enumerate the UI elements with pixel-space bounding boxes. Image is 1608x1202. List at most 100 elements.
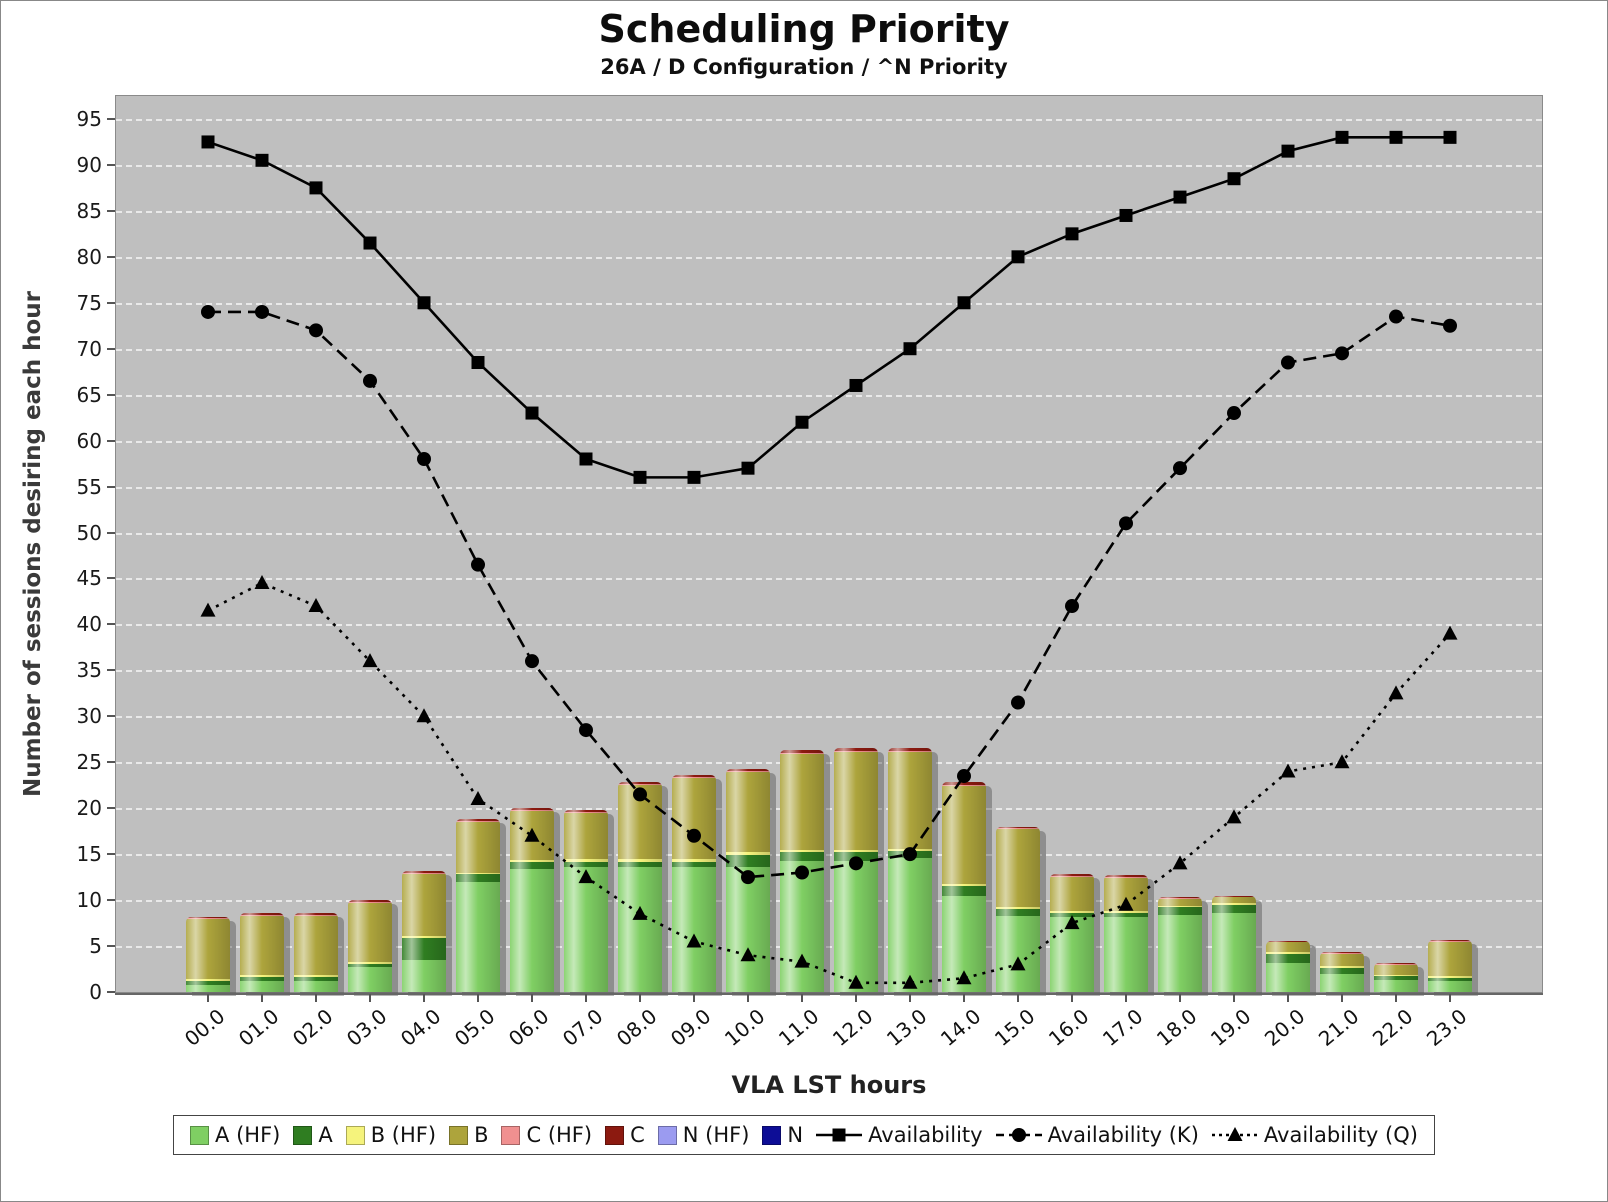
legend-line-sample xyxy=(816,1128,863,1142)
y-tick-mark xyxy=(107,209,115,212)
gridline xyxy=(116,900,1542,903)
x-tick-mark xyxy=(1071,994,1073,1002)
legend-line-sample xyxy=(1211,1127,1258,1141)
legend-label: Availability (Q) xyxy=(1263,1123,1418,1147)
legend-swatch xyxy=(501,1125,521,1145)
x-axis-title: VLA LST hours xyxy=(731,1071,927,1099)
legend-swatch xyxy=(762,1125,782,1145)
x-tick-mark xyxy=(261,994,263,1002)
x-tick-mark xyxy=(531,994,533,1002)
square-marker xyxy=(795,415,809,429)
y-tick-mark xyxy=(107,623,115,626)
legend-item-n-hf: N (HF) xyxy=(657,1123,750,1147)
triangle-marker xyxy=(1172,855,1188,870)
y-tick-mark xyxy=(107,531,115,534)
circle-marker xyxy=(201,304,215,319)
square-marker xyxy=(471,356,485,370)
y-tick-mark xyxy=(107,393,115,396)
triangle-marker xyxy=(902,974,918,989)
circle-marker xyxy=(1443,318,1457,333)
y-tick-label: 95 xyxy=(76,106,102,131)
x-tick-mark xyxy=(1395,994,1397,1002)
triangle-marker xyxy=(578,869,594,884)
y-tick-mark xyxy=(107,991,115,993)
y-tick-label: 75 xyxy=(76,290,102,315)
triangle-marker xyxy=(1064,915,1080,930)
y-tick-label: 35 xyxy=(76,658,102,683)
circle-marker xyxy=(1065,599,1079,614)
legend: A (HF) A B (HF) B C (HF) C N (HF) N Availability… xyxy=(1,1115,1607,1155)
legend-label: N (HF) xyxy=(682,1123,750,1147)
legend-swatch xyxy=(190,1125,210,1145)
y-tick-label: 45 xyxy=(76,566,102,591)
circle-marker xyxy=(1281,355,1295,370)
circle-marker xyxy=(1173,461,1187,476)
x-tick-mark xyxy=(369,994,371,1002)
square-marker xyxy=(1443,130,1457,144)
legend-box: A (HF) A B (HF) B C (HF) C N (HF) N Availability… xyxy=(173,1115,1435,1155)
legend-item-availability: Availability xyxy=(816,1123,983,1147)
triangle-marker xyxy=(470,791,486,806)
triangle-marker xyxy=(848,974,864,989)
circle-marker xyxy=(849,856,863,871)
triangle-marker xyxy=(200,602,216,617)
gridline xyxy=(116,486,1542,489)
gridline xyxy=(116,854,1542,857)
y-tick-label: 10 xyxy=(76,888,102,913)
triangle-marker xyxy=(1118,896,1134,911)
legend-label: Availability (K) xyxy=(1047,1123,1199,1147)
gridline xyxy=(116,118,1542,121)
triangle-marker xyxy=(1334,754,1350,769)
availability-q-line xyxy=(207,581,1451,985)
square-marker xyxy=(1173,190,1187,204)
square-marker xyxy=(1065,227,1079,241)
triangle-marker xyxy=(794,953,810,968)
x-tick-mark xyxy=(639,994,641,1002)
x-tick-mark xyxy=(747,994,749,1002)
legend-label: B (HF) xyxy=(370,1123,437,1147)
gridline xyxy=(116,302,1542,305)
square-marker xyxy=(1335,130,1349,144)
x-tick-mark xyxy=(315,994,317,1002)
legend-swatch xyxy=(345,1125,365,1145)
square-marker xyxy=(1119,208,1133,222)
square-marker xyxy=(201,135,215,149)
x-tick-mark xyxy=(1125,994,1127,1002)
chart-subtitle: 26A / D Configuration / ^N Priority xyxy=(600,55,1008,79)
legend-swatch xyxy=(449,1125,469,1145)
triangle-marker xyxy=(416,708,432,723)
y-tick-label: 70 xyxy=(76,336,102,361)
legend-item-a: A xyxy=(293,1123,333,1147)
y-tick-label: 5 xyxy=(89,934,102,959)
gridline xyxy=(116,624,1542,627)
gridline xyxy=(116,946,1542,949)
triangle-marker xyxy=(524,827,540,842)
circle-marker xyxy=(1227,406,1241,421)
square-marker xyxy=(957,296,971,310)
gridline xyxy=(116,440,1542,443)
circle-marker xyxy=(1119,516,1133,531)
square-marker xyxy=(525,406,539,420)
x-tick-mark xyxy=(477,994,479,1002)
x-tick-mark xyxy=(855,994,857,1002)
gridline xyxy=(116,808,1542,811)
gridline xyxy=(116,670,1542,673)
y-tick-label: 80 xyxy=(76,244,102,269)
x-tick-mark xyxy=(1341,994,1343,1002)
y-tick-label: 0 xyxy=(89,980,102,1004)
y-tick-label: 15 xyxy=(76,842,102,867)
legend-label: C xyxy=(630,1123,645,1147)
availability-line xyxy=(207,136,1450,479)
y-tick-label: 55 xyxy=(76,474,102,499)
square-marker xyxy=(849,378,863,392)
legend-item-c-hf: C (HF) xyxy=(501,1123,592,1147)
circle-marker xyxy=(903,847,917,862)
triangle-marker xyxy=(254,575,270,590)
plot-area xyxy=(115,95,1543,993)
legend-label: A xyxy=(318,1123,333,1147)
triangle-marker xyxy=(740,947,756,962)
circle-marker xyxy=(1335,346,1349,361)
legend-label: Availability xyxy=(868,1123,983,1147)
y-tick-mark xyxy=(107,163,115,166)
